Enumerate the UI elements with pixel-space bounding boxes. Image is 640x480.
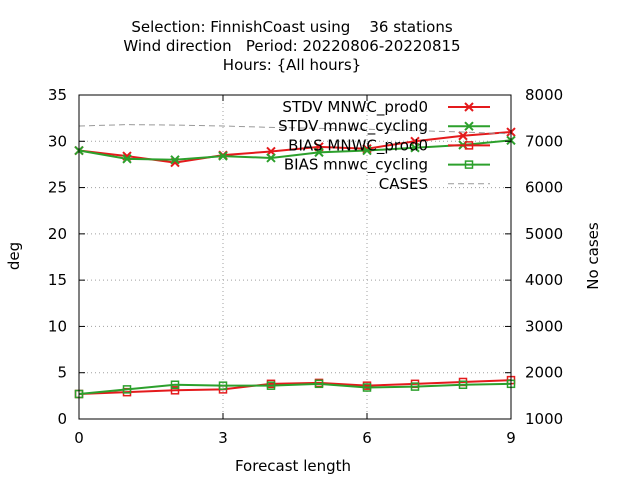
- legend-label: BIAS mnwc_cycling: [284, 156, 428, 175]
- legend-marker: [464, 102, 474, 112]
- x-tick-label: 0: [74, 429, 84, 447]
- y-tick-label: 20: [48, 225, 67, 243]
- legend-label: STDV MNWC_prod0: [282, 98, 428, 117]
- series-line: [78, 379, 512, 396]
- legend-label: CASES: [379, 175, 428, 193]
- legend-marker: [464, 121, 474, 131]
- data-point: [458, 380, 468, 389]
- title-line-2: Wind direction Period: 20220806-20220815: [123, 37, 460, 55]
- x-tick-label: 9: [506, 429, 516, 447]
- y2-tick-label: 8000: [525, 86, 563, 104]
- y2-tick-label: 7000: [525, 132, 563, 150]
- y2-axis-label: No cases: [584, 222, 602, 290]
- data-point: [170, 386, 180, 395]
- series-4: [78, 124, 512, 135]
- data-point: [218, 151, 228, 161]
- data-point: [170, 155, 180, 165]
- axes: 0 3 6 9 0 5 10 15 20 25 30 35 1000 2000 3000 4000 5000 60…: [48, 86, 563, 447]
- y2-tick-label: 3000: [525, 317, 563, 335]
- data-point: [122, 154, 132, 164]
- legend-marker: [464, 160, 474, 169]
- data-point: [122, 385, 132, 394]
- grid: [79, 95, 511, 419]
- x-axis-label: Forecast length: [235, 457, 351, 475]
- data-point: [410, 382, 420, 391]
- chart-title: Selection: FinnishCoast using 36 station…: [123, 18, 460, 74]
- data-point: [314, 379, 324, 389]
- x-tick-label: 6: [362, 429, 372, 447]
- y-axis-label: deg: [5, 242, 23, 270]
- plot-frame: [78, 94, 512, 420]
- y-tick-label: 25: [48, 179, 67, 197]
- y-tick-label: 30: [48, 132, 67, 150]
- title-line-1: Selection: FinnishCoast using 36 station…: [131, 18, 453, 36]
- series-line: [78, 139, 512, 161]
- data-point: [314, 147, 324, 158]
- y2-tick-label: 1000: [525, 410, 563, 428]
- series-layer: [74, 124, 516, 399]
- series-line: [78, 382, 512, 396]
- y2-tick-label: 5000: [525, 225, 563, 243]
- data-point: [458, 131, 468, 141]
- data-point: [266, 153, 276, 163]
- y-tick-label: 5: [57, 364, 67, 382]
- legend-marker: [464, 141, 474, 150]
- legend-label: BIAS MNWC_prod0: [288, 136, 428, 155]
- data-point: [362, 145, 372, 156]
- legend-label: STDV mnwc_cycling: [278, 117, 428, 136]
- y2-tick-label: 2000: [525, 364, 563, 382]
- y-tick-label: 0: [57, 410, 67, 428]
- data-point: [266, 381, 276, 390]
- y2-tick-label: 4000: [525, 271, 563, 289]
- y-tick-label: 10: [48, 317, 67, 335]
- y-tick-label: 35: [48, 86, 67, 104]
- data-point: [170, 380, 180, 389]
- data-point: [218, 381, 228, 390]
- data-point: [410, 143, 420, 153]
- y2-tick-label: 6000: [525, 179, 563, 197]
- title-line-3: Hours: {All hours}: [223, 56, 361, 74]
- y-tick-label: 15: [48, 271, 67, 289]
- series-line: [78, 124, 512, 135]
- x-tick-label: 3: [218, 429, 228, 447]
- data-point: [362, 383, 372, 392]
